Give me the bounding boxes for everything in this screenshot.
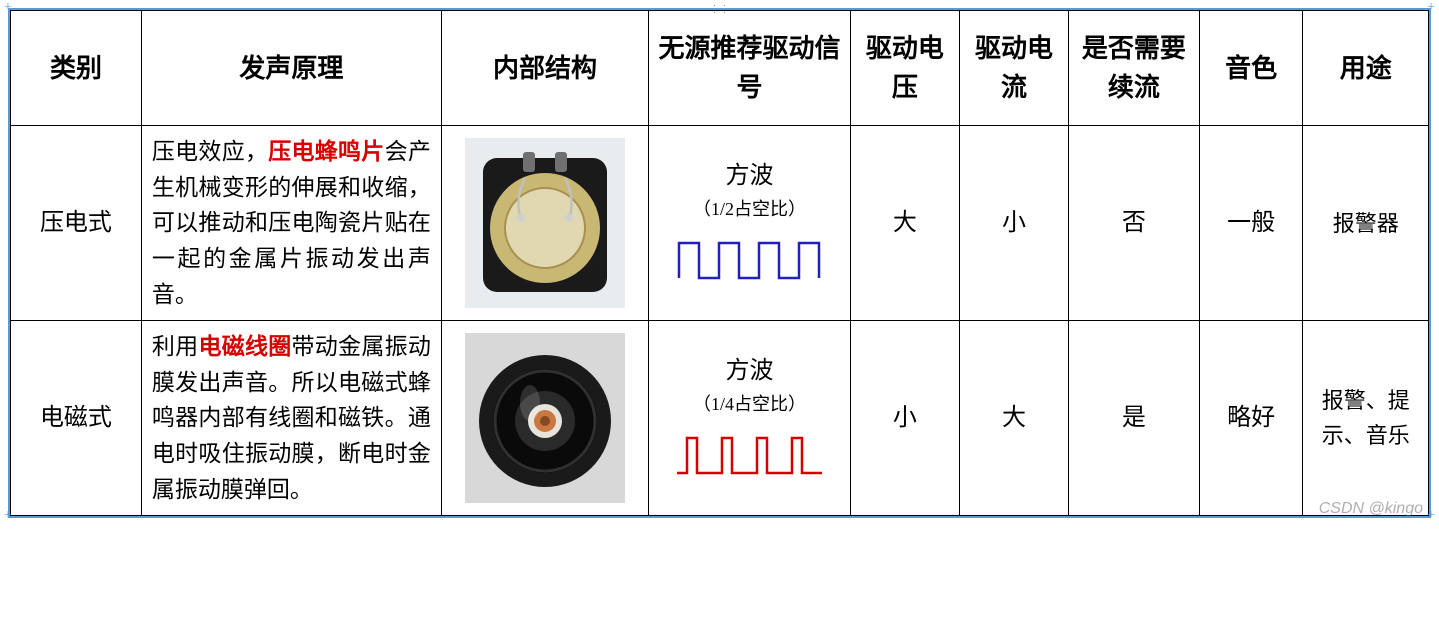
signal-title: 方波 xyxy=(653,158,846,194)
cell-structure xyxy=(441,126,648,321)
principle-highlight: 压电蜂鸣片 xyxy=(268,139,384,164)
header-principle: 发声原理 xyxy=(141,11,441,126)
piezo-buzzer-icon xyxy=(465,138,625,308)
corner-handle-bl: + xyxy=(4,508,12,524)
header-current: 驱动电流 xyxy=(959,11,1068,126)
header-usage: 用途 xyxy=(1303,11,1429,126)
cell-voltage: 小 xyxy=(850,321,959,516)
principle-prefix: 压电效应， xyxy=(152,139,268,164)
top-mid-handle: ⋮⋮ xyxy=(710,4,730,15)
signal-subtitle: （1/4占空比） xyxy=(653,391,846,418)
principle-prefix: 利用 xyxy=(152,334,199,359)
cell-structure xyxy=(441,321,648,516)
cell-signal: 方波 （1/2占空比） xyxy=(649,126,851,321)
table-header-row: 类别 发声原理 内部结构 无源推荐驱动信号 驱动电压 驱动电流 是否需要续流 音… xyxy=(11,11,1429,126)
corner-handle-tr: + xyxy=(1427,0,1435,16)
magnetic-buzzer-icon xyxy=(465,333,625,503)
piezo-structure-image xyxy=(452,136,638,311)
cell-current: 小 xyxy=(959,126,1068,321)
header-structure: 内部结构 xyxy=(441,11,648,126)
cell-freewheel: 是 xyxy=(1068,321,1199,516)
header-category: 类别 xyxy=(11,11,142,126)
cell-signal: 方波 （1/4占空比） xyxy=(649,321,851,516)
principle-highlight: 电磁线圈 xyxy=(198,334,291,359)
header-signal: 无源推荐驱动信号 xyxy=(649,11,851,126)
cell-voltage: 大 xyxy=(850,126,959,321)
corner-handle-br: + xyxy=(1427,508,1435,524)
watermark-text: CSDN @kingo xyxy=(1319,500,1423,518)
principle-suffix: 带动金属振动膜发出声音。所以电磁式蜂鸣器内部有线圈和磁铁。通电时吸住振动膜，断电… xyxy=(152,334,431,502)
cell-current: 大 xyxy=(959,321,1068,516)
corner-handle-tl: + xyxy=(4,0,12,16)
header-timbre: 音色 xyxy=(1199,11,1303,126)
table-row: 电磁式 利用电磁线圈带动金属振动膜发出声音。所以电磁式蜂鸣器内部有线圈和磁铁。通… xyxy=(11,321,1429,516)
signal-subtitle: （1/2占空比） xyxy=(653,196,846,223)
cell-freewheel: 否 xyxy=(1068,126,1199,321)
square-wave-quarter-duty-icon xyxy=(672,428,827,483)
header-voltage: 驱动电压 xyxy=(850,11,959,126)
buzzer-comparison-table-container: + + + + ⋮⋮ 类别 发声原理 内部结构 无源推荐驱动信号 驱动电压 驱动… xyxy=(8,8,1431,518)
signal-title: 方波 xyxy=(653,353,846,389)
principle-suffix: 会产生机械变形的伸展和收缩，可以推动和压电陶瓷片贴在一起的金属片振动发出声音。 xyxy=(152,139,431,307)
cell-timbre: 略好 xyxy=(1199,321,1303,516)
table-row: 压电式 压电效应，压电蜂鸣片会产生机械变形的伸展和收缩，可以推动和压电陶瓷片贴在… xyxy=(11,126,1429,321)
cell-principle: 压电效应，压电蜂鸣片会产生机械变形的伸展和收缩，可以推动和压电陶瓷片贴在一起的金… xyxy=(141,126,441,321)
cell-timbre: 一般 xyxy=(1199,126,1303,321)
cell-category: 压电式 xyxy=(11,126,142,321)
square-wave-half-duty-icon xyxy=(674,233,824,288)
cell-principle: 利用电磁线圈带动金属振动膜发出声音。所以电磁式蜂鸣器内部有线圈和磁铁。通电时吸住… xyxy=(141,321,441,516)
magnetic-structure-image xyxy=(452,331,638,506)
cell-usage: 报警器 xyxy=(1303,126,1429,321)
cell-usage: 报警、提示、音乐 xyxy=(1303,321,1429,516)
header-freewheel: 是否需要续流 xyxy=(1068,11,1199,126)
buzzer-comparison-table: 类别 发声原理 内部结构 无源推荐驱动信号 驱动电压 驱动电流 是否需要续流 音… xyxy=(10,10,1429,516)
cell-category: 电磁式 xyxy=(11,321,142,516)
